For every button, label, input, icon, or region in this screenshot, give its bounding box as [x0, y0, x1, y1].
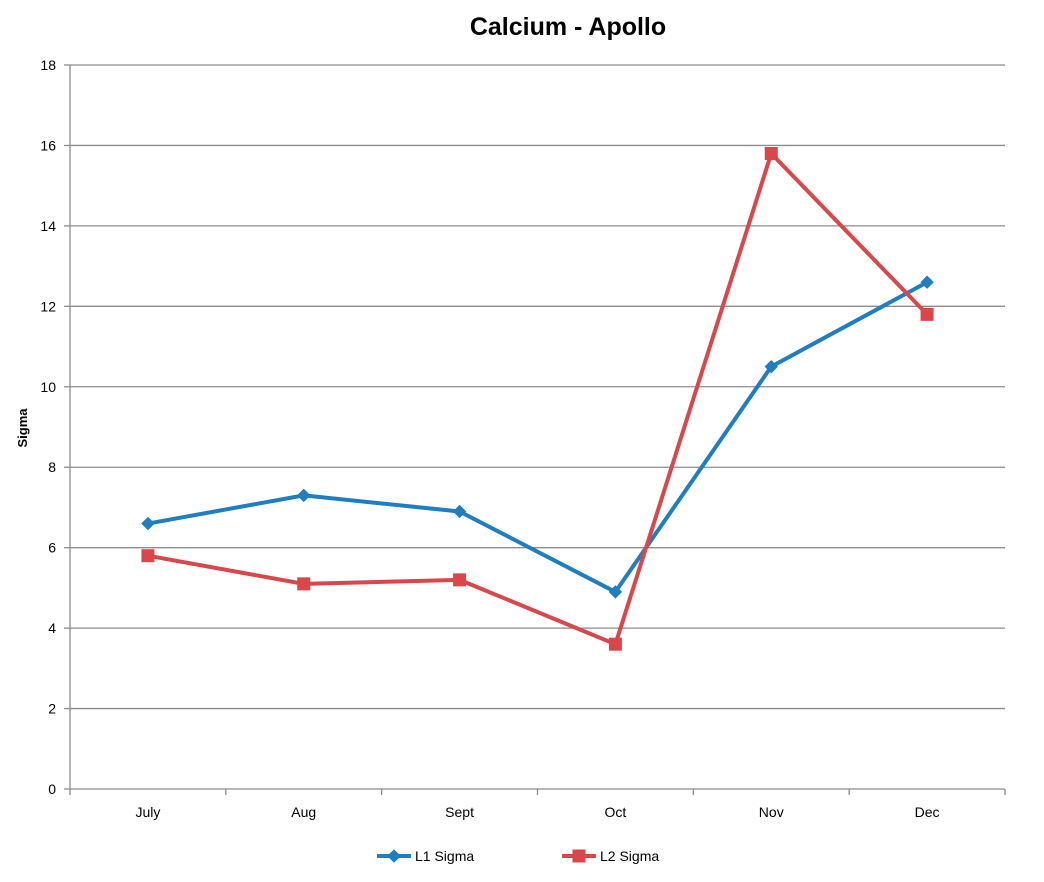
legend-item: L1 Sigma — [377, 848, 474, 864]
data-point — [452, 504, 467, 519]
x-tick-label: Aug — [291, 804, 316, 820]
data-point — [608, 585, 623, 599]
legend-label: L1 Sigma — [415, 848, 474, 864]
series-1 — [141, 275, 934, 599]
y-tick-labels: 0 2 4 6 8 10 12 14 16 18 — [40, 57, 56, 797]
data-point — [608, 637, 622, 651]
y-axis-title: Sigma — [15, 408, 30, 448]
data-point — [764, 359, 778, 374]
y-tick-label: 2 — [48, 701, 56, 717]
y-tick-label: 16 — [40, 137, 56, 153]
series-layer — [141, 146, 934, 651]
axes — [64, 64, 1006, 795]
y-tick-label: 14 — [40, 218, 56, 234]
legend: L1 Sigma L2 Sigma — [377, 848, 659, 864]
y-tick-label: 8 — [48, 459, 56, 475]
legend-item: L2 Sigma — [562, 848, 659, 864]
series-line — [145, 151, 930, 647]
x-tick-labels: July Aug Sept Oct Nov Dec — [135, 804, 939, 820]
y-tick-label: 10 — [40, 379, 56, 395]
data-point — [453, 573, 467, 587]
data-point — [141, 549, 155, 563]
data-point — [920, 275, 934, 289]
x-tick-label: Sept — [445, 804, 474, 820]
data-point — [297, 577, 311, 591]
y-tick-label: 18 — [40, 57, 56, 73]
data-point — [764, 146, 778, 160]
data-point — [920, 307, 934, 321]
gridlines — [70, 64, 1005, 710]
legend-marker — [572, 849, 586, 863]
legend-label: L2 Sigma — [600, 848, 659, 864]
legend-marker — [387, 849, 401, 863]
series-2 — [141, 146, 934, 651]
y-tick-label: 0 — [48, 781, 56, 797]
x-tick-label: July — [135, 804, 160, 820]
y-tick-label: 6 — [48, 540, 56, 556]
x-tick-label: Oct — [605, 804, 627, 820]
x-tick-label: Nov — [759, 804, 784, 820]
data-point — [141, 516, 155, 531]
x-tick-label: Dec — [915, 804, 940, 820]
chart-title: Calcium - Apollo — [470, 13, 666, 41]
y-tick-label: 12 — [40, 298, 56, 314]
data-point — [297, 488, 311, 503]
series-line — [145, 280, 930, 594]
y-tick-label: 4 — [48, 620, 56, 636]
